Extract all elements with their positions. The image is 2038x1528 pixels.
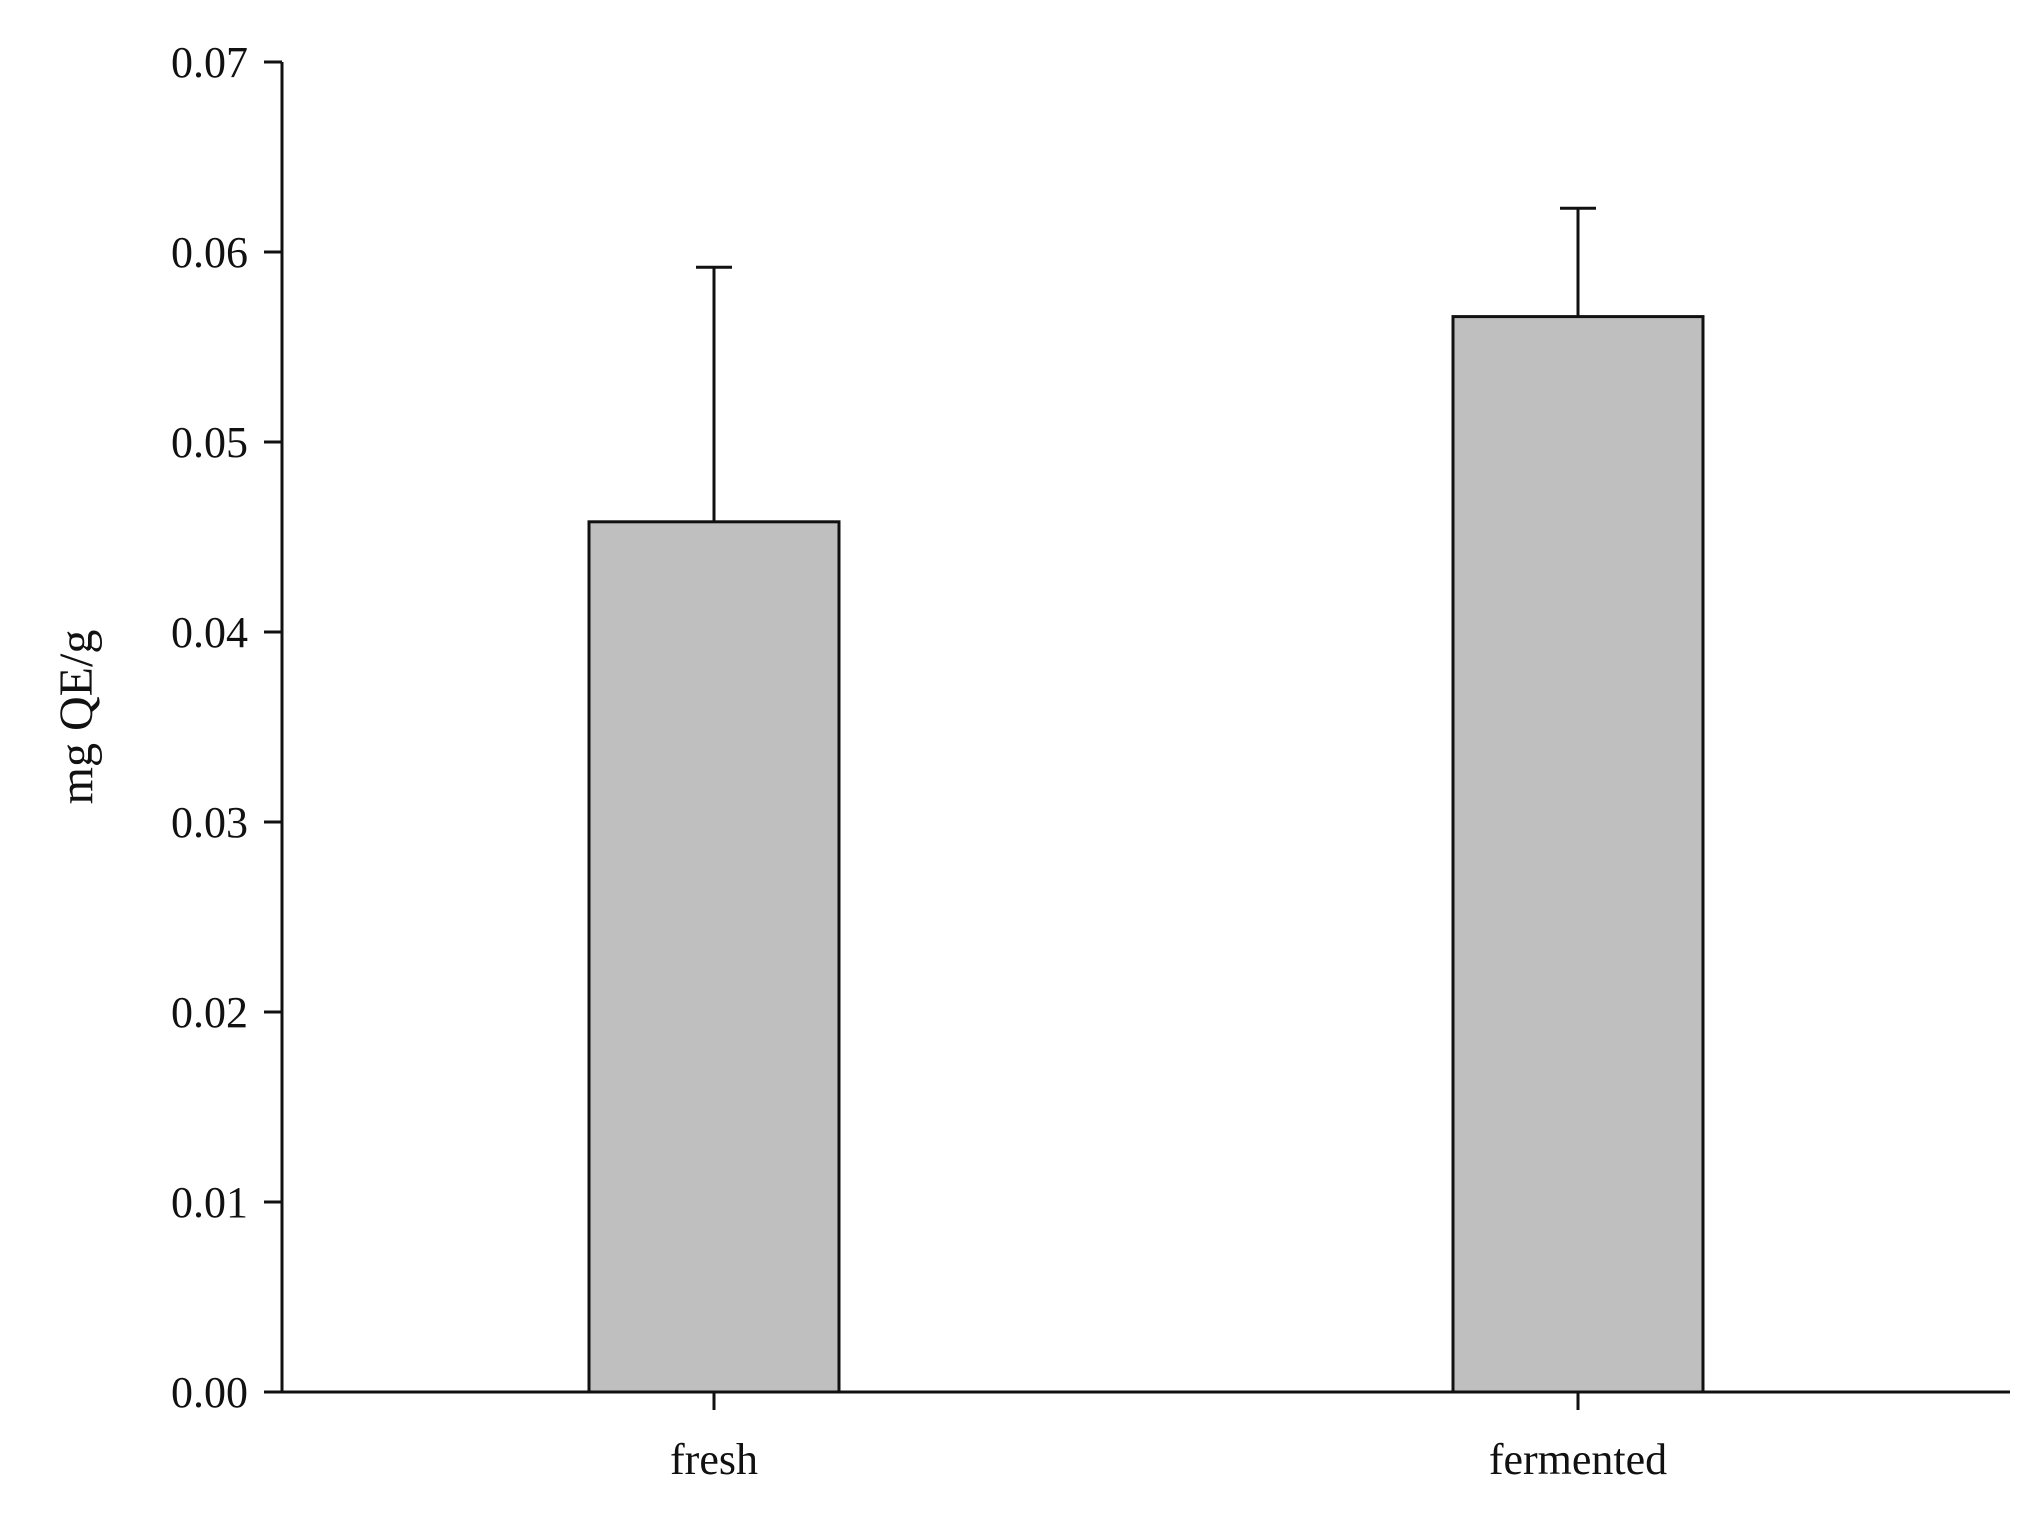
y-axis-title: mg QE/g [50,630,103,805]
bars [587,315,1705,1394]
y-tick-label: 0.00 [171,1368,248,1417]
y-tick-label: 0.03 [171,798,248,847]
bar-fresh [587,520,841,1394]
y-axis: 0.00 0.01 0.02 0.03 0.04 0.05 0.06 0.07 [171,38,284,1417]
x-axis: fresh fermented [264,1390,2010,1484]
error-bars [696,206,1596,522]
error-bar-fresh [696,265,732,522]
y-tick-label: 0.01 [171,1178,248,1227]
x-tick-label-fermented: fermented [1489,1435,1667,1484]
y-tick-label: 0.07 [171,38,248,87]
y-tick-label: 0.02 [171,988,248,1037]
x-tick-label-fresh: fresh [670,1435,758,1484]
y-tick-label: 0.06 [171,228,248,277]
error-bar-fermented [1560,206,1596,317]
y-tick-label: 0.05 [171,418,248,467]
y-tick-label: 0.04 [171,608,248,657]
bar-fermented [1451,315,1705,1394]
